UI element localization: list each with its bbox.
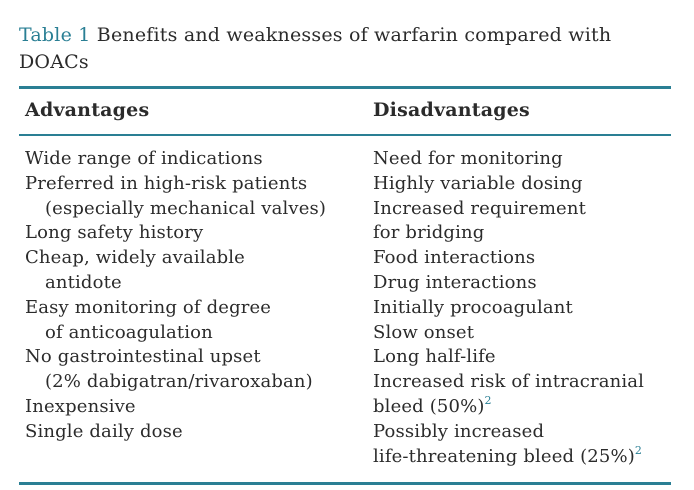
list-item: Wide range of indications (25, 148, 263, 169)
table-caption: Table 1 Benefits and weaknesses of warfa… (19, 22, 679, 76)
list-item: (2% dabigatran/rivaroxaban) (45, 371, 313, 393)
list-item-text: bleed (50%) (373, 395, 485, 417)
list-item: Food interactions (373, 247, 536, 269)
list-item: of anticoagulation (45, 321, 213, 343)
list-item: Inexpensive (25, 395, 136, 417)
list-item: Increased risk of intracranial (373, 371, 645, 393)
disadvantages-list: Need for monitoring Highly variable dosi… (373, 147, 644, 469)
list-item: Highly variable dosing (373, 172, 583, 194)
table-title: Benefits and weaknesses of warfarin comp… (19, 24, 612, 73)
reference-superscript: 2 (634, 443, 643, 457)
list-item: Increased requirement (373, 197, 586, 219)
list-item: Easy monitoring of degree (25, 296, 272, 318)
list-item: Cheap, widely available (25, 247, 245, 269)
list-item: bleed (50%)2 (373, 395, 644, 420)
advantages-header: Advantages (25, 99, 150, 121)
table-number: Table 1 (19, 24, 91, 46)
list-item: life-threatening bleed (25%)2 (373, 445, 644, 470)
list-item: Drug interactions (373, 271, 537, 293)
reference-superscript: 2 (484, 393, 492, 407)
list-item: Initially procoagulant (373, 296, 573, 318)
list-item: Possibly increased (373, 420, 545, 442)
list-item: for bridging (373, 222, 485, 244)
disadvantages-header: Disadvantages (373, 99, 530, 121)
list-item: No gastrointestinal upset (25, 346, 261, 368)
advantages-list: Wide range of indications Preferred in h… (25, 147, 326, 445)
bottom-rule (19, 482, 671, 485)
list-item-text: life-threatening bleed (25%) (373, 445, 635, 467)
list-item: Long safety history (25, 222, 204, 244)
list-item: Need for monitoring (373, 148, 563, 169)
list-item: Long half-life (373, 346, 496, 368)
list-item: Preferred in high-risk patients (25, 172, 308, 194)
top-rule (19, 86, 671, 89)
list-item: Slow onset (373, 321, 475, 343)
header-rule (19, 134, 671, 136)
list-item: Single daily dose (25, 420, 183, 442)
list-item: antidote (45, 271, 122, 293)
list-item: (especially mechanical valves) (45, 197, 327, 219)
